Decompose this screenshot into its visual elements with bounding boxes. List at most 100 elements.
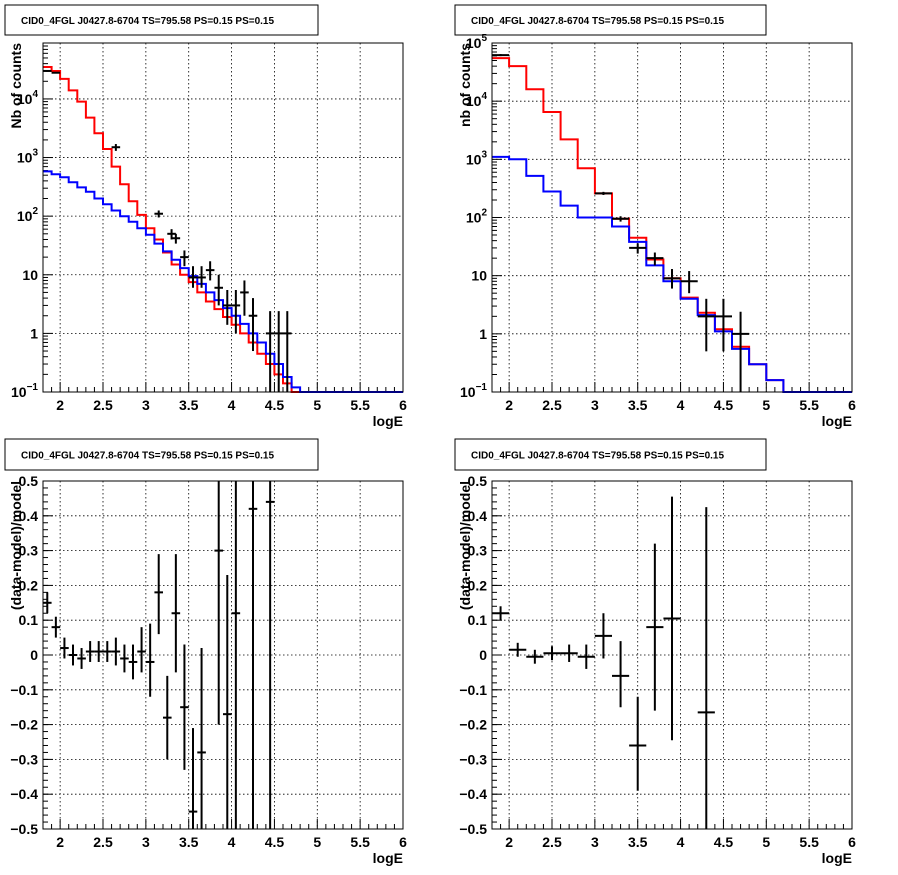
histogram-series-1 (492, 57, 852, 393)
x-tick-label: 3 (142, 397, 150, 413)
y-tick-label: 0 (479, 647, 487, 663)
x-tick-label: 2.5 (542, 397, 562, 413)
y-tick-label: 0.5 (468, 473, 488, 489)
x-tick-label: 2 (505, 397, 513, 413)
data-point (180, 644, 189, 770)
data-point (646, 543, 664, 711)
data-point (697, 298, 715, 352)
y-tick-label: 0.4 (19, 508, 39, 524)
data-point (171, 233, 181, 244)
x-tick-label: 3 (591, 834, 599, 850)
x-tick-label: 6 (848, 834, 856, 850)
plot-frame (491, 42, 853, 393)
data-point (51, 616, 61, 638)
y-tick-label: 102 (466, 208, 488, 226)
data-point (171, 554, 181, 673)
data-point (492, 54, 510, 57)
data-point (714, 298, 732, 352)
y-tick-base: 10 (11, 384, 27, 400)
data-point (248, 481, 258, 829)
x-axis-title: logE (373, 413, 403, 429)
y-tick-label: 0.3 (468, 543, 488, 559)
y-tick-label: −0.4 (459, 786, 487, 802)
y-tick-label: 0.1 (468, 612, 488, 628)
data-point (274, 311, 283, 392)
data-point (629, 696, 647, 791)
y-tick-label: −0.2 (459, 717, 487, 733)
y-axis-title: (data-model)/model (457, 481, 473, 610)
data-point (265, 481, 275, 829)
y-axis-title: Nb of counts (8, 43, 24, 129)
y-tick-label: 0.2 (468, 577, 488, 593)
chart-panel-2: CID0_4FGL J0427.8-6704 TS=795.58 PS=0.15… (454, 4, 856, 429)
chart-panel-4: CID0_4FGL J0427.8-6704 TS=795.58 PS=0.15… (454, 438, 856, 866)
y-tick-label: 0.1 (19, 612, 39, 628)
data-point (145, 623, 155, 697)
y-tick-base: 10 (466, 151, 482, 167)
x-tick-label: 5 (313, 397, 321, 413)
y-tick-label: −0.3 (459, 751, 487, 767)
y-tick-label: 10−1 (460, 382, 487, 400)
data-point (732, 311, 750, 392)
x-tick-label: 6 (848, 397, 856, 413)
data-point (111, 144, 121, 151)
y-tick-label: 0 (30, 647, 38, 663)
y-tick-label: 102 (17, 206, 39, 224)
data-point (214, 274, 223, 306)
data-point (197, 648, 206, 829)
data-point (43, 69, 52, 72)
data-point (188, 266, 198, 288)
title-box (4, 438, 319, 471)
x-tick-label: 2 (56, 397, 64, 413)
y-tick-exponent: 3 (481, 149, 487, 160)
data-point (188, 728, 198, 829)
y-tick-label: −0.1 (459, 682, 487, 698)
data-point (197, 266, 206, 288)
chart-title: CID0_4FGL J0427.8-6704 TS=795.58 PS=0.15… (471, 451, 724, 462)
plot-frame (42, 42, 404, 393)
plot-frame (491, 480, 853, 830)
y-tick-base: 1 (30, 325, 38, 341)
y-tick-exponent: 5 (481, 33, 487, 44)
data-point (231, 289, 241, 334)
data-point (214, 481, 223, 725)
data-point (594, 191, 612, 195)
data-point (509, 642, 527, 657)
data-point (163, 675, 172, 760)
data-point (154, 554, 163, 635)
data-point (612, 216, 630, 222)
y-tick-label: −0.1 (10, 682, 38, 698)
y-tick-label: 0.3 (19, 543, 39, 559)
data-point (205, 261, 215, 281)
histogram-series-1 (43, 66, 403, 393)
data-point (577, 644, 595, 669)
y-axis-title: nb of counts (457, 43, 473, 127)
chart-panel-1: CID0_4FGL J0427.8-6704 TS=795.58 PS=0.15… (4, 4, 407, 429)
y-tick-base: 10 (466, 93, 482, 109)
y-tick-label: 10 (22, 267, 38, 283)
y-tick-base: 10 (17, 91, 33, 107)
data-point (646, 252, 664, 266)
x-tick-label: 4 (228, 397, 236, 413)
y-tick-label: 105 (466, 33, 488, 51)
chart-title: CID0_4FGL J0427.8-6704 TS=795.58 PS=0.15… (21, 451, 274, 462)
y-tick-exponent: 4 (32, 89, 38, 100)
y-tick-exponent: −1 (27, 382, 39, 393)
y-tick-label: −0.3 (10, 751, 38, 767)
x-tick-label: 5 (313, 834, 321, 850)
data-point (51, 71, 61, 74)
x-tick-label: 4 (677, 834, 685, 850)
data-point (231, 481, 241, 829)
y-tick-label: −0.4 (10, 786, 38, 802)
data-point (697, 507, 715, 829)
title-box (454, 438, 767, 471)
y-tick-label: 1 (479, 326, 487, 342)
x-axis-title: logE (822, 850, 852, 866)
y-tick-exponent: 4 (481, 91, 487, 102)
chart-title: CID0_4FGL J0427.8-6704 TS=795.58 PS=0.15… (471, 16, 724, 27)
x-tick-label: 4.5 (265, 397, 285, 413)
data-point (77, 648, 86, 669)
y-tick-label: 0.2 (19, 577, 39, 593)
y-tick-label: 103 (466, 149, 488, 167)
